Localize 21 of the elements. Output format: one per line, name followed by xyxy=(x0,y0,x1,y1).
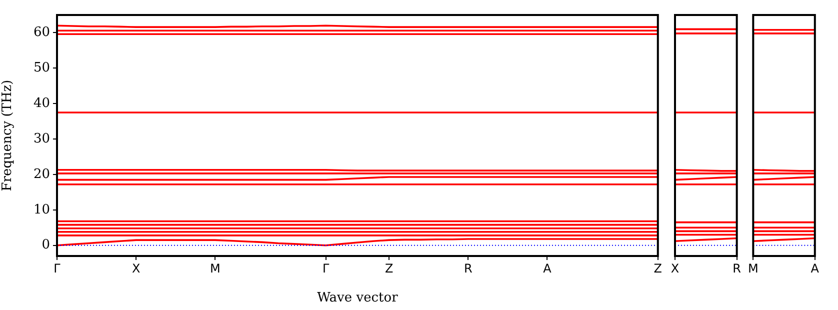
x-tick-label: X xyxy=(670,261,680,276)
x-tick-label: Z xyxy=(654,261,662,276)
y-tick-label: 40 xyxy=(33,96,50,111)
x-tick-label: A xyxy=(543,261,552,276)
y-tick-label: 20 xyxy=(33,166,50,182)
y-tick-label: 0 xyxy=(42,238,50,253)
x-tick-label: Z xyxy=(384,261,394,276)
y-tick-label: 50 xyxy=(33,60,50,76)
y-tick-label: 60 xyxy=(33,25,50,40)
x-tick-label: M xyxy=(748,261,758,276)
y-axis-title: Frequency (THz) xyxy=(0,80,16,192)
x-tick-label: Γ xyxy=(54,261,61,276)
x-tick-label: A xyxy=(810,261,820,276)
y-tick-label: 10 xyxy=(33,202,50,218)
x-axis-title: Wave vector xyxy=(317,290,399,306)
x-tick-label: X xyxy=(132,261,140,276)
x-tick-label: M xyxy=(210,261,220,276)
x-tick-label: R xyxy=(464,261,472,276)
x-tick-label: Γ xyxy=(322,261,330,276)
x-tick-label: R xyxy=(732,261,742,276)
y-tick-label: 30 xyxy=(33,131,50,146)
